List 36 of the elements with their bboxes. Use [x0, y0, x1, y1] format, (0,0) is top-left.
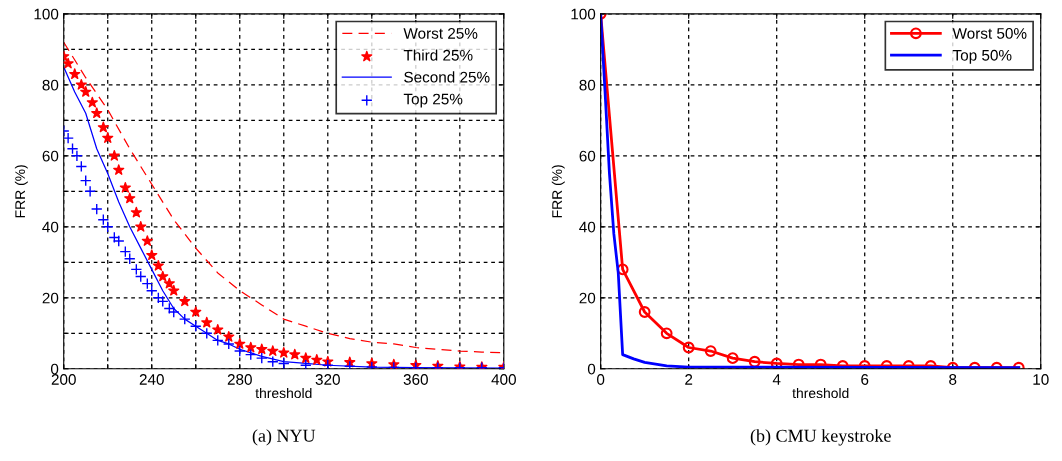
y-tick-label: 40: [579, 221, 596, 233]
y-tick-label: 20: [42, 292, 59, 304]
x-axis-title: threshold: [255, 387, 312, 399]
y-tick-label: 60: [579, 150, 596, 162]
y-axis-title: FRR (%): [14, 165, 28, 218]
x-axis-title: threshold: [792, 387, 849, 399]
y-tick-label: 100: [34, 8, 59, 20]
x-tick-label: 0: [597, 374, 605, 385]
y-axis-title: FRR (%): [551, 165, 565, 218]
x-tick-label: 4: [772, 374, 781, 385]
legend-label: Top 25%: [403, 93, 463, 108]
x-tick-label: 360: [403, 374, 428, 385]
legend-label: Third 25%: [403, 49, 473, 61]
legend-label: Worst 50%: [952, 27, 1027, 39]
x-tick-label: 240: [139, 374, 164, 385]
y-tick-label: 60: [42, 150, 59, 162]
legend-label: Top 50%: [952, 49, 1012, 64]
y-tick-label: 40: [42, 221, 59, 233]
y-tick-label: 20: [579, 292, 596, 304]
x-tick-label: 10: [1033, 374, 1049, 385]
y-tick-label: 80: [42, 79, 59, 91]
y-tick-label: 0: [50, 363, 59, 375]
x-tick-label: 400: [491, 374, 516, 385]
x-tick-label: 280: [227, 374, 252, 385]
x-tick-label: 2: [685, 374, 693, 385]
x-tick-label: 200: [51, 374, 76, 385]
y-tick-label: 0: [587, 363, 596, 375]
x-tick-label: 8: [949, 374, 957, 385]
text: (b) CMU keystroke: [750, 429, 891, 446]
text: (a) NYU: [252, 429, 316, 446]
legend-label: Worst 25%: [403, 27, 478, 39]
legend-label: Second 25%: [404, 71, 490, 83]
y-tick-label: 80: [579, 79, 596, 91]
x-tick-label: 6: [861, 374, 869, 385]
x-tick-label: 320: [315, 374, 340, 385]
y-tick-label: 100: [571, 8, 596, 20]
